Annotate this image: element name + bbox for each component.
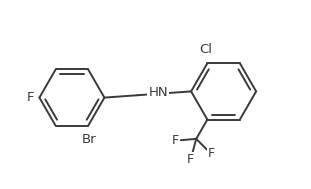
Text: F: F (187, 153, 194, 166)
Text: F: F (207, 147, 215, 160)
Text: Cl: Cl (199, 43, 212, 57)
Text: Br: Br (81, 132, 96, 146)
Text: F: F (26, 91, 34, 104)
Text: HN: HN (148, 86, 168, 99)
Text: F: F (172, 134, 179, 147)
